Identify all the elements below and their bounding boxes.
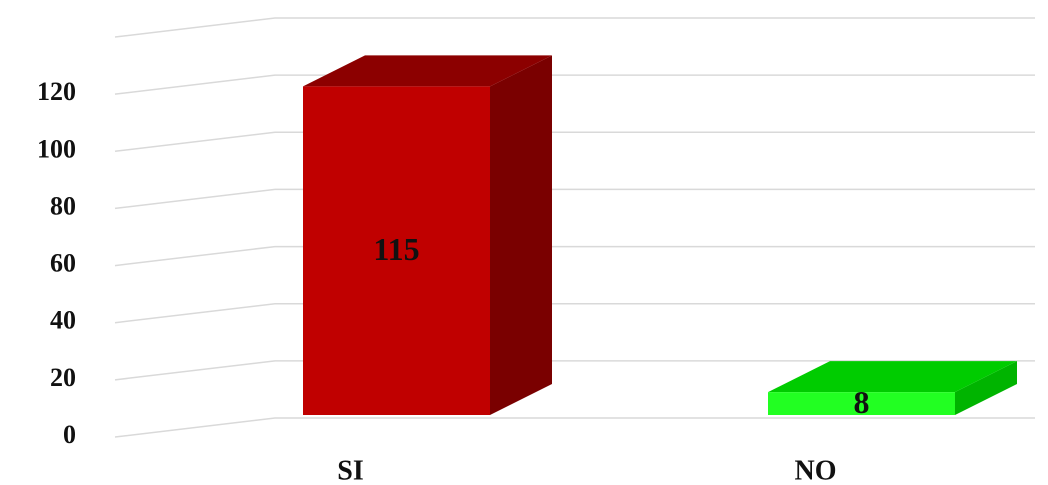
y-tick-label: 0 bbox=[63, 420, 76, 449]
bar bbox=[303, 86, 490, 415]
x-tick-label: SI bbox=[337, 455, 363, 485]
bar-side bbox=[955, 361, 1017, 415]
x-tick-label: NO bbox=[795, 455, 837, 485]
grid-line bbox=[114, 245, 1035, 267]
y-tick-label: 100 bbox=[37, 134, 76, 163]
bar-top bbox=[303, 55, 552, 87]
grid-line bbox=[114, 188, 1035, 210]
y-tick-label: 40 bbox=[50, 306, 76, 335]
bar-side bbox=[490, 55, 552, 416]
y-tick-label: 20 bbox=[50, 363, 76, 392]
y-tick-label: 60 bbox=[50, 249, 76, 278]
y-tick-label: 120 bbox=[37, 77, 76, 106]
grid-line bbox=[114, 74, 1035, 95]
value-label: 8 bbox=[854, 384, 870, 420]
wall-edge bbox=[114, 17, 1035, 38]
grid-line bbox=[114, 131, 1035, 153]
value-label: 115 bbox=[373, 231, 419, 267]
grid-line bbox=[114, 302, 1035, 324]
grid-line bbox=[114, 417, 1035, 438]
bar bbox=[768, 392, 955, 415]
bar-top bbox=[768, 361, 1017, 393]
grid-line bbox=[114, 360, 1035, 381]
y-tick-label: 80 bbox=[50, 191, 76, 220]
